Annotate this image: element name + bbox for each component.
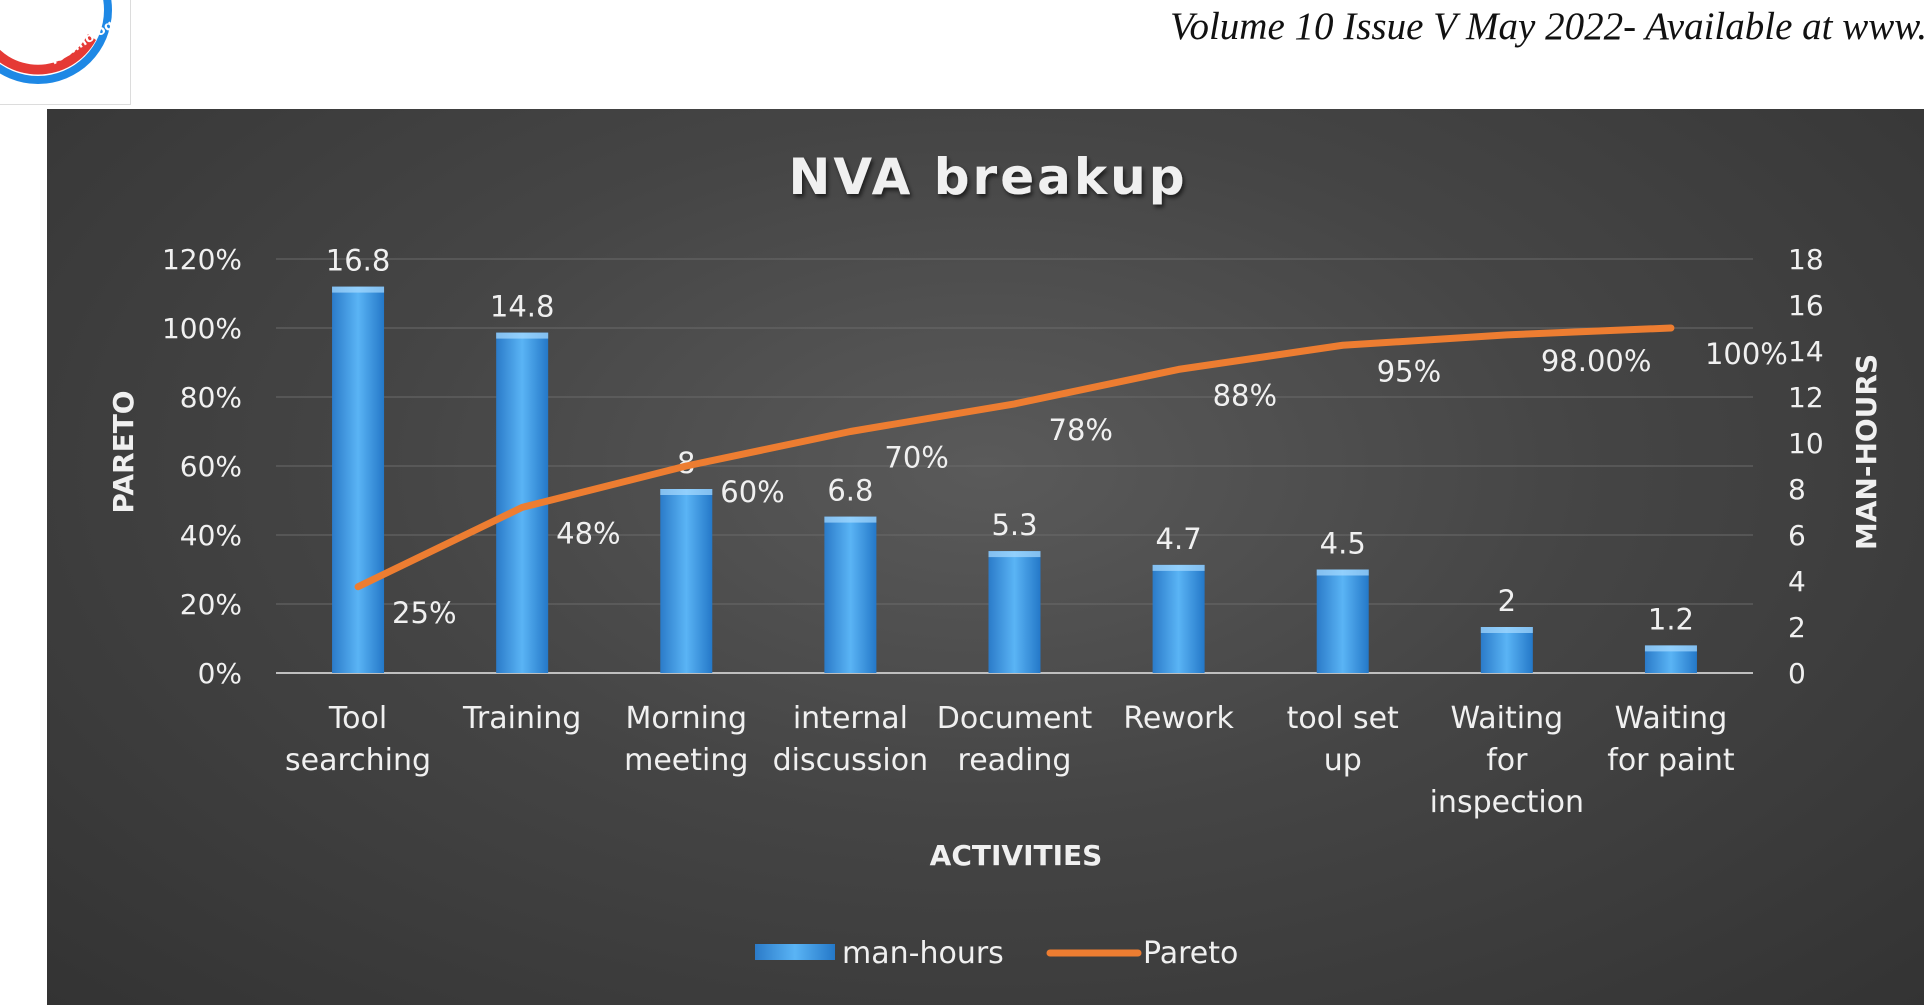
category-label: internal discussion bbox=[773, 701, 928, 778]
category-label-line: inspection bbox=[1430, 785, 1584, 820]
left-tick-label: 120% bbox=[162, 243, 242, 276]
left-axis-ticks: 0% 20% 40% 60% 80% 100% 120% bbox=[162, 243, 242, 690]
chart-title: NVA breakup bbox=[789, 148, 1188, 206]
bar-labels: 16.814.886.85.3 4.7 4.521.2 bbox=[326, 244, 1694, 637]
pareto-data-label: 98.00% bbox=[1541, 344, 1652, 378]
category-label: Document reading bbox=[937, 701, 1093, 778]
left-axis-label: PARETO bbox=[107, 390, 140, 513]
category-label-line: Morning bbox=[626, 701, 747, 736]
category-labels: Tool searching Training Morning meeting inter… bbox=[285, 701, 1735, 820]
category-label-line: for paint bbox=[1607, 743, 1735, 778]
bar-data-label: 1.2 bbox=[1648, 602, 1694, 636]
category-label-line: discussion bbox=[773, 743, 928, 778]
right-tick-label: 8 bbox=[1788, 473, 1806, 506]
category-label-line: up bbox=[1324, 743, 1362, 778]
category-label-line: internal bbox=[793, 701, 908, 736]
bar-highlight bbox=[988, 551, 1041, 558]
right-axis-ticks: 0 2 4 6 8 10 12 14 16 18 bbox=[1788, 243, 1824, 690]
bar bbox=[1316, 569, 1369, 673]
pareto-line-group: 25% 48% 60% 70% 78% 88% 95% 98.00% 100% bbox=[354, 324, 1788, 630]
bar-data-label: 4.7 bbox=[1156, 522, 1202, 556]
right-tick-label: 4 bbox=[1788, 565, 1806, 598]
category-label: Waiting for paint bbox=[1607, 701, 1735, 778]
bar-data-label: 5.3 bbox=[991, 508, 1037, 542]
left-tick-label: 20% bbox=[180, 588, 242, 621]
bars bbox=[332, 286, 1697, 673]
category-label-line: Training bbox=[462, 701, 581, 736]
category-label: Training bbox=[462, 701, 581, 736]
bar-highlight bbox=[496, 332, 549, 339]
right-tick-label: 14 bbox=[1788, 335, 1824, 368]
bar bbox=[988, 551, 1041, 673]
pareto-data-label: 88% bbox=[1213, 378, 1277, 412]
right-tick-label: 18 bbox=[1788, 243, 1824, 276]
left-tick-label: 80% bbox=[180, 381, 242, 414]
legend: man-hours Pareto bbox=[755, 936, 1238, 971]
left-tick-label: 100% bbox=[162, 312, 242, 345]
right-tick-label: 0 bbox=[1788, 657, 1806, 690]
pareto-data-label: 70% bbox=[884, 441, 948, 475]
left-tick-label: 40% bbox=[180, 519, 242, 552]
left-tick-label: 60% bbox=[180, 450, 242, 483]
bar-highlight bbox=[1152, 564, 1205, 571]
right-axis-label: MAN-HOURS bbox=[1850, 354, 1883, 550]
bar-highlight bbox=[660, 489, 713, 495]
right-tick-label: 12 bbox=[1788, 381, 1824, 414]
bar bbox=[332, 286, 385, 673]
category-label-line: Tool bbox=[328, 701, 387, 736]
bar-data-label: 6.8 bbox=[827, 474, 873, 508]
right-tick-label: 2 bbox=[1788, 611, 1806, 644]
pareto-data-label: 78% bbox=[1049, 413, 1113, 447]
category-label-line: tool set bbox=[1287, 701, 1399, 736]
category-label: Morning meeting bbox=[624, 701, 748, 778]
bar-highlight bbox=[1316, 569, 1369, 576]
category-label: Tool searching bbox=[285, 701, 431, 778]
category-label-line: meeting bbox=[624, 743, 748, 778]
bar-highlight bbox=[1644, 645, 1697, 652]
legend-label-man-hours: man-hours bbox=[842, 936, 1004, 971]
pareto-data-label: 100% bbox=[1705, 337, 1788, 371]
bar-data-label: 4.5 bbox=[1320, 527, 1366, 561]
right-tick-label: 10 bbox=[1788, 427, 1824, 460]
legend-swatch-man-hours bbox=[755, 944, 835, 960]
x-axis-label: ACTIVITIES bbox=[930, 839, 1103, 872]
bar-highlight bbox=[332, 286, 385, 293]
category-label-line: Waiting bbox=[1615, 701, 1728, 736]
bar bbox=[660, 489, 713, 673]
legend-label-pareto: Pareto bbox=[1143, 936, 1238, 971]
right-tick-label: 16 bbox=[1788, 289, 1824, 322]
category-label-line: reading bbox=[958, 743, 1072, 778]
category-label-line: Rework bbox=[1123, 701, 1234, 736]
bar bbox=[1480, 627, 1533, 673]
bar-highlight bbox=[1480, 627, 1533, 633]
left-tick-label: 0% bbox=[198, 657, 242, 690]
bar bbox=[1152, 564, 1205, 673]
pareto-line bbox=[354, 324, 1675, 591]
bar-highlight bbox=[824, 516, 877, 523]
journal-logo: Technology bbox=[0, 0, 131, 105]
pareto-data-label: 95% bbox=[1377, 354, 1441, 388]
bar-data-label: 14.8 bbox=[490, 290, 555, 324]
journal-header: Volume 10 Issue V May 2022- Available at… bbox=[1169, 5, 1924, 48]
category-label: Waiting for inspection bbox=[1430, 701, 1584, 820]
bar-data-label: 2 bbox=[1498, 584, 1516, 618]
category-label-line: searching bbox=[285, 743, 431, 778]
pareto-data-label: 60% bbox=[720, 475, 784, 509]
right-tick-label: 6 bbox=[1788, 519, 1806, 552]
category-label-line: Waiting bbox=[1451, 701, 1564, 736]
category-label: Rework bbox=[1123, 701, 1234, 736]
category-label: tool set up bbox=[1287, 701, 1399, 778]
category-label-line: Document bbox=[937, 701, 1093, 736]
category-label-line: for bbox=[1486, 743, 1528, 778]
bar bbox=[824, 516, 877, 673]
pareto-data-label: 25% bbox=[392, 596, 456, 630]
bar-data-label: 16.8 bbox=[326, 244, 391, 278]
pareto-data-label: 48% bbox=[556, 516, 620, 550]
